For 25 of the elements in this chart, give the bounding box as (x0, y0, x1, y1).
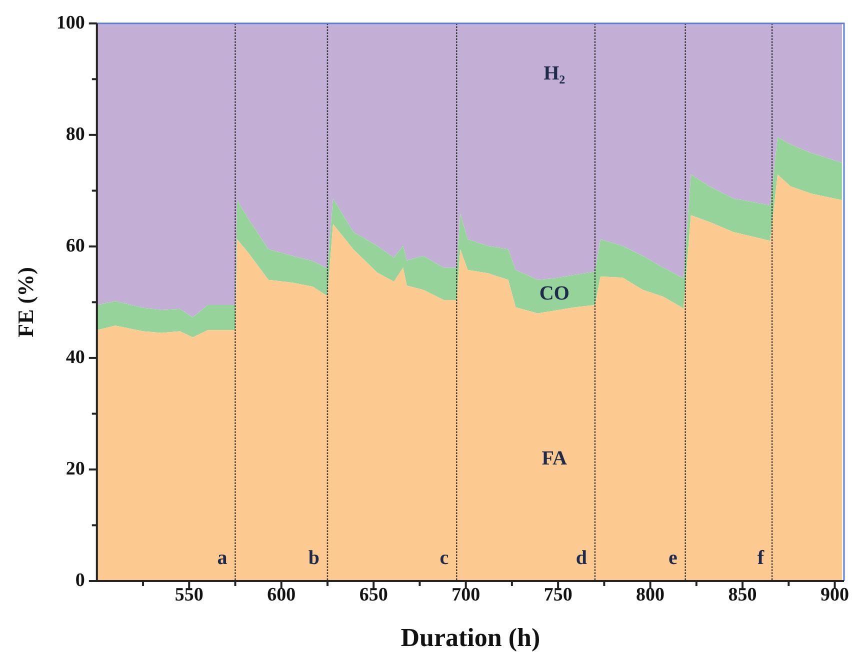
x-tick-label: 900 (820, 584, 850, 606)
series-label: CO (539, 282, 570, 305)
y-tick-label: 20 (66, 458, 85, 480)
x-tick-label: 650 (359, 584, 388, 606)
x-tick-label: 800 (636, 584, 665, 606)
annotation: a (217, 547, 228, 570)
annotation: f (757, 547, 764, 570)
y-tick-label: 40 (66, 346, 85, 368)
x-axis-title: Duration (h) (400, 623, 540, 652)
annotation: e (668, 547, 678, 570)
y-tick-label: 100 (56, 12, 85, 34)
x-tick-label: 700 (452, 584, 480, 606)
annotation: d (576, 547, 587, 570)
x-tick-label: 750 (544, 584, 572, 606)
x-tick-label: 850 (728, 584, 757, 606)
x-tick-label: 600 (267, 584, 296, 606)
annotation: b (308, 547, 320, 570)
y-tick-label: 0 (75, 570, 85, 591)
y-tick-label: 80 (66, 124, 85, 145)
x-tick-label: 550 (174, 584, 204, 606)
annotation: c (440, 547, 449, 570)
y-axis-title: FE (%) (12, 267, 38, 338)
y-tick-label: 60 (66, 235, 85, 256)
series-label: FA (542, 447, 568, 470)
series-label: H₂ (544, 62, 566, 85)
